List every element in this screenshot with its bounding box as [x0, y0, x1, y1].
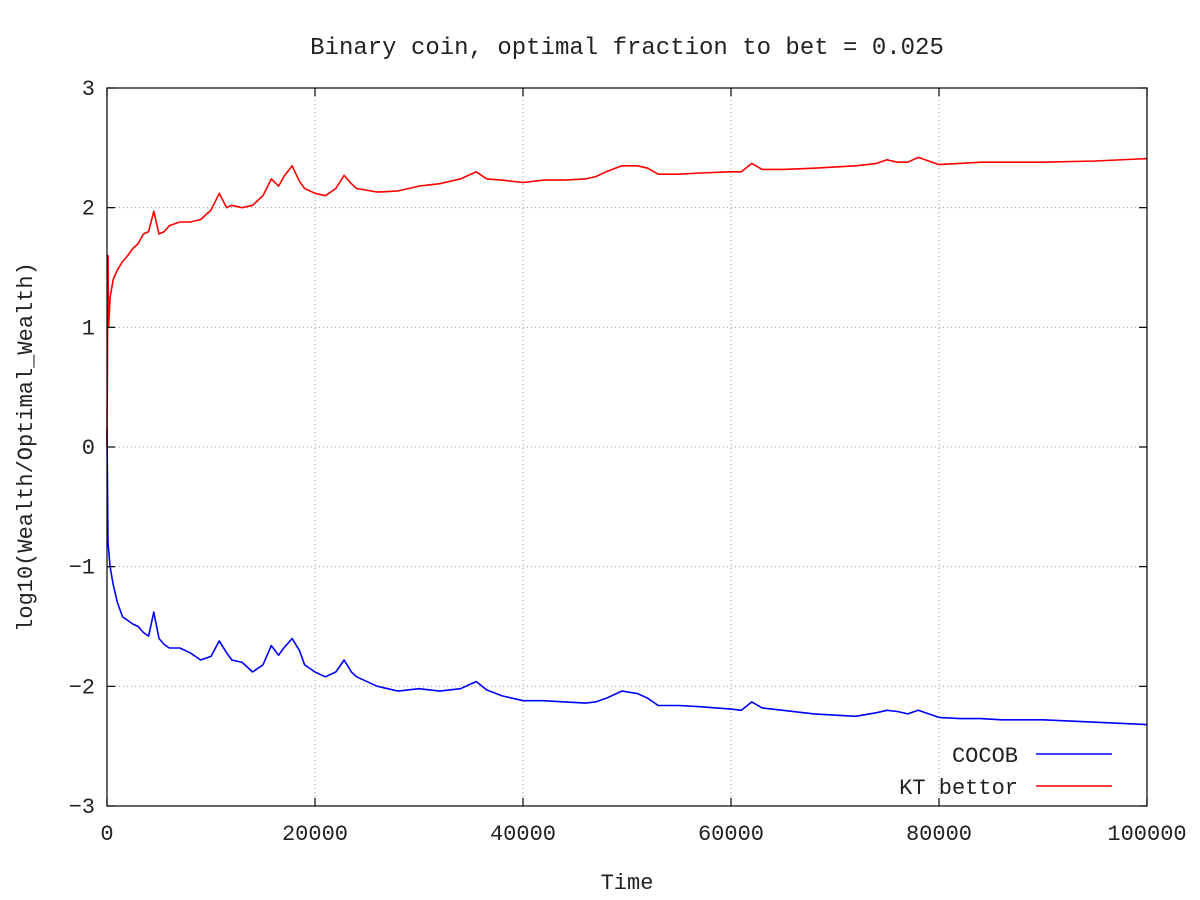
x-tick-label: 40000 [490, 822, 556, 847]
x-tick-label: 100000 [1107, 822, 1186, 847]
y-axis-label: log10(Wealth/Optimal_Wealth) [14, 262, 39, 632]
y-tick-label: 0 [82, 436, 95, 461]
series-line-cocob [106, 429, 1148, 726]
chart-title: Binary coin, optimal fraction to bet = 0… [310, 35, 944, 62]
x-tick-label: 20000 [282, 822, 348, 847]
legend-label-cocob: COCOB [952, 744, 1018, 769]
x-tick-label: 60000 [698, 822, 764, 847]
y-tick-label: 3 [82, 77, 95, 102]
legend: COCOB KT bettor [899, 744, 1112, 801]
ticks: −3 −2 −1 0 1 2 3 0 20000 40000 60000 80000 100000 [69, 77, 1187, 847]
x-tick-label: 80000 [906, 822, 972, 847]
y-tick-label: −2 [69, 675, 95, 700]
series-group [106, 156, 1148, 726]
grid [107, 88, 1147, 806]
y-tick-label: −1 [69, 556, 95, 581]
y-tick-label: 1 [82, 316, 95, 341]
x-tick-label: 0 [100, 822, 113, 847]
series-line-kt-bettor [106, 156, 1148, 448]
y-tick-label: 2 [82, 197, 95, 222]
x-axis-label: Time [601, 871, 654, 896]
legend-label-kt-bettor: KT bettor [899, 776, 1018, 801]
y-tick-label: −3 [69, 795, 95, 820]
